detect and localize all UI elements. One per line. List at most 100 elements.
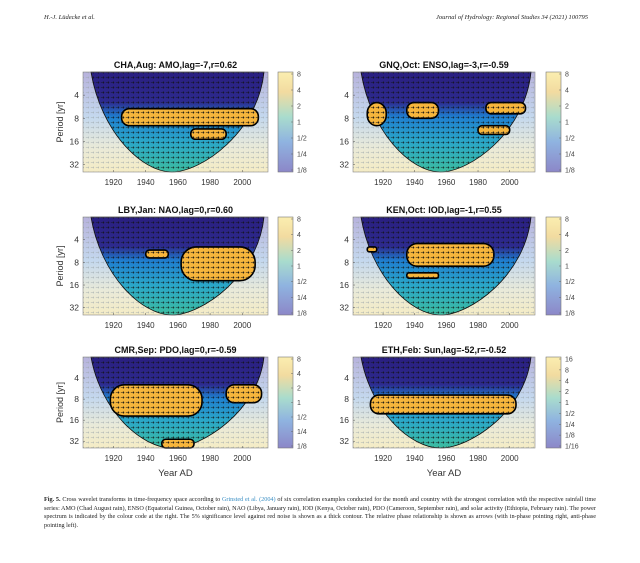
plot-frame: [82, 216, 269, 316]
x-tick-label: 1940: [406, 178, 424, 187]
wavelet-panel: LBY,Jan: NAO,lag=0,r=0.60 4 8 16 32 1920 1940 1…: [55, 205, 307, 330]
colorbar-tick-label: 1/2: [297, 136, 307, 143]
colorbar-tick-label: 4: [297, 371, 301, 378]
significance-arrows: [485, 102, 526, 114]
x-axis-label: Year AD: [427, 468, 462, 479]
x-tick-label: 1940: [137, 178, 155, 187]
colorbar: [277, 216, 294, 316]
x-tick-label: 1940: [406, 454, 424, 463]
colorbar-tick-label: 8: [565, 217, 569, 224]
running-header-journal: Journal of Hydrology: Regional Studies 3…: [436, 14, 588, 21]
colorbar-tick-label: 2: [297, 386, 301, 393]
y-tick-label: 16: [70, 280, 80, 290]
colorbar-tick-label: 8: [297, 72, 301, 79]
significance-arrows: [370, 395, 517, 414]
citation-link-grinsted[interactable]: Grinsted et al. (2004): [221, 496, 276, 503]
y-tick-label: 16: [70, 136, 80, 146]
colorbar-tick-label: 1/16: [565, 444, 579, 451]
y-tick-label: 8: [344, 257, 349, 267]
y-tick-label: 4: [74, 235, 79, 245]
significance-arrows: [367, 246, 377, 252]
y-tick-label: 32: [340, 303, 350, 313]
colorbar-tick-label: 1/2: [297, 279, 307, 286]
x-tick-label: 2000: [501, 454, 519, 463]
colorbar-tick-label: 1: [565, 120, 569, 127]
y-tick-label: 4: [344, 90, 349, 100]
colorbar-tick-label: 1/2: [565, 136, 575, 143]
x-tick-label: 2000: [233, 178, 251, 187]
colorbar-tick-label: 2: [565, 389, 569, 396]
y-tick-label: 16: [340, 136, 350, 146]
x-tick-label: 1980: [469, 321, 487, 330]
y-tick-label: 16: [70, 415, 80, 425]
colorbar-tick-label: 1: [297, 264, 301, 271]
wavelet-panel: KEN,Oct: IOD,lag=-1,r=0.55 4 8 16 32 1920 1940…: [340, 205, 575, 330]
wavelet-panel: CHA,Aug: AMO,lag=-7,r=0.62 4 8 16 32 1920 1940…: [55, 60, 307, 187]
y-tick-label: 4: [74, 90, 79, 100]
y-tick-label: 16: [340, 280, 350, 290]
panel-title: LBY,Jan: NAO,lag=0,r=0.60: [118, 205, 233, 215]
y-tick-label: 8: [74, 257, 79, 267]
y-tick-label: 32: [70, 160, 80, 170]
significance-arrows: [121, 108, 259, 126]
x-tick-label: 2000: [233, 454, 251, 463]
panel-title: ETH,Feb: Sun,lag=-52,r=-0.52: [382, 345, 507, 355]
y-axis-label: Period [yr]: [55, 245, 65, 286]
wavelet-panel: ETH,Feb: Sun,lag=-52,r=-0.52 4 8 16 32 1920 19…: [340, 345, 579, 479]
x-tick-label: 1980: [201, 454, 219, 463]
colorbar-tick-label: 4: [565, 232, 569, 239]
colorbar-tick-label: 1/4: [565, 295, 575, 302]
significance-arrows: [161, 439, 194, 448]
plot-frame: [352, 356, 536, 449]
x-tick-label: 2000: [233, 321, 251, 330]
x-tick-label: 1940: [137, 454, 155, 463]
colorbar-tick-label: 16: [565, 357, 573, 364]
significance-arrows: [406, 272, 439, 279]
significance-arrows: [406, 102, 439, 119]
x-tick-label: 1980: [469, 454, 487, 463]
x-tick-label: 1980: [201, 321, 219, 330]
plot-frame: [82, 71, 269, 173]
x-tick-label: 1920: [105, 178, 123, 187]
colorbar-tick-label: 1/2: [297, 415, 307, 422]
colorbar-tick-label: 4: [565, 378, 569, 385]
colorbar-tick-label: 1/4: [565, 152, 575, 159]
x-tick-label: 1920: [105, 321, 123, 330]
colorbar-tick-label: 1/2: [565, 411, 575, 418]
colorbar-tick-label: 8: [565, 72, 569, 79]
colorbar-tick-label: 1/4: [297, 295, 307, 302]
figure-panels: CHA,Aug: AMO,lag=-7,r=0.62 4 8 16 32 1920 1940…: [55, 60, 579, 479]
x-tick-label: 1940: [406, 321, 424, 330]
significance-arrows: [226, 384, 262, 403]
y-tick-label: 8: [344, 113, 349, 123]
y-tick-label: 32: [70, 303, 80, 313]
figure-caption: Fig. 5. Cross wavelet transforms in time…: [44, 496, 596, 530]
colorbar: [277, 356, 294, 449]
x-tick-label: 1980: [201, 178, 219, 187]
significance-arrows: [110, 384, 203, 417]
colorbar-tick-label: 1/4: [297, 152, 307, 159]
plot-frame: [82, 356, 269, 449]
y-tick-label: 16: [340, 415, 350, 425]
colorbar-tick-label: 1/8: [565, 168, 575, 175]
panel-title: CMR,Sep: PDO,lag=0,r=-0.59: [114, 345, 236, 355]
significance-arrows: [190, 128, 227, 140]
colorbar-tick-label: 4: [297, 232, 301, 239]
plot-frame: [352, 71, 536, 173]
colorbar-tick-label: 2: [565, 248, 569, 255]
wavelet-panel: GNQ,Oct: ENSO,lag=-3,r=-0.59 4 8 16 32 1920 19…: [340, 60, 575, 187]
colorbar-tick-label: 2: [565, 104, 569, 111]
colorbar-tick-label: 1/8: [297, 311, 307, 318]
x-tick-label: 1960: [437, 178, 455, 187]
wavelet-panel: CMR,Sep: PDO,lag=0,r=-0.59 4 8 16 32 1920 1940…: [55, 345, 307, 479]
colorbar-tick-label: 1/8: [297, 444, 307, 451]
significance-arrows: [406, 243, 494, 267]
x-tick-label: 1920: [374, 178, 392, 187]
colorbar: [545, 71, 562, 173]
y-tick-label: 8: [344, 394, 349, 404]
x-tick-label: 1940: [137, 321, 155, 330]
x-axis-label: Year AD: [158, 468, 193, 479]
colorbar-tick-label: 2: [297, 104, 301, 111]
y-tick-label: 32: [340, 160, 350, 170]
colorbar-tick-label: 1/4: [565, 422, 575, 429]
